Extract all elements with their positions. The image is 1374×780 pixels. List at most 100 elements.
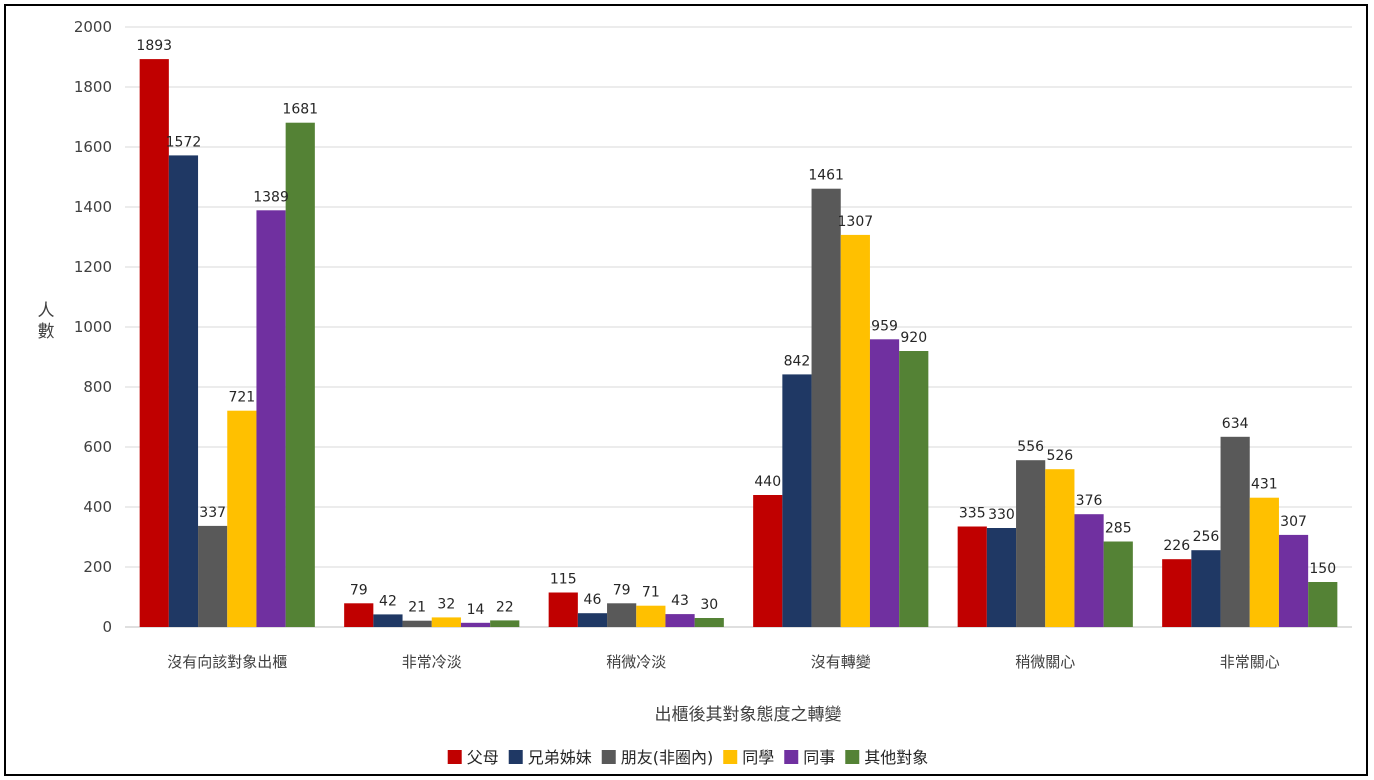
data-label: 1461 bbox=[808, 168, 844, 184]
data-label: 440 bbox=[754, 474, 781, 490]
bar bbox=[402, 620, 432, 627]
data-label: 46 bbox=[584, 592, 602, 608]
bar bbox=[227, 410, 257, 627]
bar bbox=[373, 614, 403, 627]
data-label: 842 bbox=[784, 353, 811, 369]
gridlines bbox=[125, 26, 1352, 628]
bar bbox=[460, 622, 491, 627]
bar bbox=[899, 351, 929, 627]
chart-frame bbox=[4, 4, 1368, 776]
bars bbox=[139, 59, 1338, 628]
bar bbox=[1191, 550, 1221, 627]
data-label: 376 bbox=[1076, 493, 1103, 509]
legend-label: 同學 bbox=[742, 748, 774, 767]
data-label: 30 bbox=[700, 597, 718, 613]
x-tick-label: 非常冷淡 bbox=[402, 653, 462, 671]
bar bbox=[1103, 541, 1133, 627]
x-tick-label: 沒有向該對象出櫃 bbox=[167, 653, 287, 671]
legend-swatch bbox=[845, 750, 860, 764]
bar bbox=[753, 495, 783, 627]
data-label: 22 bbox=[496, 599, 514, 615]
bar bbox=[1249, 497, 1279, 627]
data-label: 150 bbox=[1309, 561, 1336, 577]
bar bbox=[957, 526, 987, 627]
legend-label: 同事 bbox=[803, 748, 835, 767]
x-tick-label: 非常關心 bbox=[1220, 653, 1280, 671]
bar bbox=[1162, 559, 1192, 627]
legend-label: 朋友(非圈內) bbox=[621, 748, 714, 767]
data-label: 21 bbox=[408, 600, 426, 616]
x-tick-label: 沒有轉變 bbox=[811, 653, 871, 671]
y-tick-label: 1000 bbox=[74, 318, 112, 336]
bar bbox=[694, 618, 724, 627]
data-label: 335 bbox=[959, 506, 986, 522]
data-label: 115 bbox=[550, 572, 577, 588]
data-label: 43 bbox=[671, 593, 689, 609]
bar bbox=[139, 59, 169, 628]
bar bbox=[431, 617, 461, 627]
data-label: 42 bbox=[379, 593, 397, 609]
bar bbox=[344, 603, 374, 627]
y-tick-label: 400 bbox=[83, 498, 112, 516]
x-tick-label: 稍微關心 bbox=[1015, 653, 1075, 671]
data-label: 307 bbox=[1280, 514, 1307, 530]
y-tick-label: 2000 bbox=[74, 18, 112, 36]
bar bbox=[782, 374, 812, 627]
legend-swatch bbox=[723, 750, 738, 764]
y-tick-label: 200 bbox=[83, 558, 112, 576]
y-tick-label: 1800 bbox=[74, 78, 112, 96]
legend-swatch bbox=[601, 750, 616, 764]
data-label: 79 bbox=[613, 582, 631, 598]
legend-swatch bbox=[508, 750, 523, 764]
data-label: 337 bbox=[199, 505, 226, 521]
y-tick-label: 1400 bbox=[74, 198, 112, 216]
data-label: 285 bbox=[1105, 521, 1132, 537]
data-label: 431 bbox=[1251, 477, 1278, 493]
data-label: 556 bbox=[1017, 439, 1044, 455]
y-tick-label: 1600 bbox=[74, 138, 112, 156]
x-axis-title: 出櫃後其對象態度之轉變 bbox=[655, 705, 842, 725]
bar bbox=[665, 614, 695, 627]
bar bbox=[811, 188, 841, 627]
data-label: 32 bbox=[437, 596, 455, 612]
data-label: 79 bbox=[350, 582, 368, 598]
bar bbox=[1016, 460, 1046, 627]
y-tick-label: 1200 bbox=[74, 258, 112, 276]
bar bbox=[577, 613, 608, 627]
legend: 父母 兄弟姊妹 朋友(非圈內) 同學 同事 其他對象 bbox=[447, 748, 928, 767]
y-tick-label: 800 bbox=[83, 378, 112, 396]
data-label: 920 bbox=[900, 330, 927, 346]
y-tick-label: 0 bbox=[102, 618, 112, 636]
data-label: 14 bbox=[467, 602, 485, 618]
bar bbox=[256, 210, 286, 628]
bar bbox=[168, 155, 199, 627]
data-label: 256 bbox=[1193, 529, 1220, 545]
bar bbox=[869, 339, 900, 627]
bar bbox=[607, 603, 637, 627]
x-tick-label: 稍微冷淡 bbox=[606, 653, 666, 671]
data-label: 634 bbox=[1222, 416, 1249, 432]
data-label: 330 bbox=[988, 507, 1015, 523]
bar bbox=[1220, 436, 1250, 627]
data-label: 1307 bbox=[838, 214, 874, 230]
bar bbox=[840, 234, 870, 627]
data-label: 721 bbox=[228, 390, 255, 406]
data-label: 526 bbox=[1046, 448, 1073, 464]
y-axis-title: 人數 bbox=[38, 301, 55, 342]
bar bbox=[1074, 514, 1104, 627]
bar bbox=[636, 605, 666, 627]
data-labels: 1893 1572 337 721 1389 1681 79 42 21 32 14 22 115 46 7… bbox=[136, 38, 1336, 618]
bar bbox=[198, 525, 228, 627]
y-tick-label: 600 bbox=[83, 438, 112, 456]
bar bbox=[548, 592, 578, 627]
bar bbox=[1278, 534, 1309, 627]
data-label: 226 bbox=[1163, 538, 1190, 554]
legend-swatch bbox=[784, 750, 799, 764]
data-label: 1572 bbox=[166, 134, 202, 150]
data-label: 1681 bbox=[282, 102, 318, 118]
data-label: 959 bbox=[871, 318, 898, 334]
bar bbox=[1045, 469, 1075, 627]
data-label: 1389 bbox=[253, 189, 289, 205]
legend-label: 父母 bbox=[467, 748, 499, 767]
